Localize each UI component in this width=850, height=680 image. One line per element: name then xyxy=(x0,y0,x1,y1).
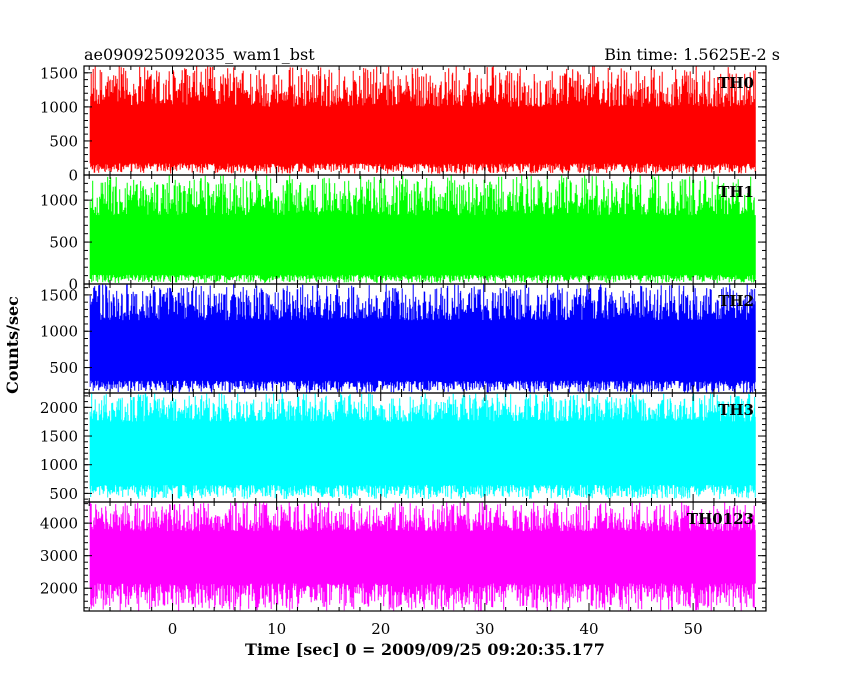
panel-th0: 0 500 1000 1500 TH0 xyxy=(40,64,767,185)
y-tick-label: 1000 xyxy=(40,456,78,474)
x-tick-label: 40 xyxy=(579,620,598,638)
x-tick-label: 0 xyxy=(168,620,178,638)
panel-th2: 500 1000 1500 TH2 xyxy=(40,283,767,394)
header-right-bintime: Bin time: 1.5625E-2 s xyxy=(604,45,780,64)
y-tick-label: 1500 xyxy=(40,286,78,304)
panel-th0123: 2000 3000 4000 TH0123 xyxy=(40,501,767,612)
x-tick-label: 20 xyxy=(371,620,390,638)
series-th0-trace xyxy=(89,66,756,174)
y-tick-label: 1000 xyxy=(40,323,78,341)
panel-label-th2: TH2 xyxy=(718,292,754,310)
y-tick-label: 0 xyxy=(68,276,78,294)
y-tick-label: 2000 xyxy=(40,399,78,417)
x-tick-label: 10 xyxy=(267,620,286,638)
panel-th1: 0 500 1000 TH1 xyxy=(40,174,767,294)
panel-label-th1: TH1 xyxy=(718,183,754,201)
y-tick-label: 500 xyxy=(49,234,78,252)
panel-label-th0: TH0 xyxy=(718,74,754,92)
y-axis-label: Counts/sec xyxy=(3,296,22,394)
y-tick-label: 0 xyxy=(68,167,78,185)
series-th3-trace xyxy=(89,393,756,500)
y-tick-label: 1000 xyxy=(40,192,78,210)
panel-th3: 500 1000 1500 2000 TH3 xyxy=(40,392,767,503)
series-th0123-trace xyxy=(89,502,756,611)
series-th2-trace xyxy=(89,284,756,393)
y-tick-label: 3000 xyxy=(40,547,78,565)
x-axis-label: Time [sec] 0 = 2009/09/25 09:20:35.177 xyxy=(245,640,605,659)
y-tick-label: 500 xyxy=(49,485,78,503)
y-tick-label: 1000 xyxy=(40,98,78,116)
series-th1-trace xyxy=(89,175,756,284)
y-tick-label: 4000 xyxy=(40,515,78,533)
x-tick-label: 50 xyxy=(684,620,703,638)
panel-label-th3: TH3 xyxy=(718,401,754,419)
y-tick-label: 2000 xyxy=(40,580,78,598)
y-tick-label: 1500 xyxy=(40,428,78,446)
y-tick-label: 1500 xyxy=(40,64,78,82)
x-tick-label: 30 xyxy=(475,620,494,638)
header-left-title: ae090925092035_wam1_bst xyxy=(84,45,315,64)
panel-label-th0123: TH0123 xyxy=(687,510,754,528)
y-tick-label: 500 xyxy=(49,359,78,377)
panel-frame xyxy=(83,501,767,612)
y-tick-label: 500 xyxy=(49,132,78,150)
